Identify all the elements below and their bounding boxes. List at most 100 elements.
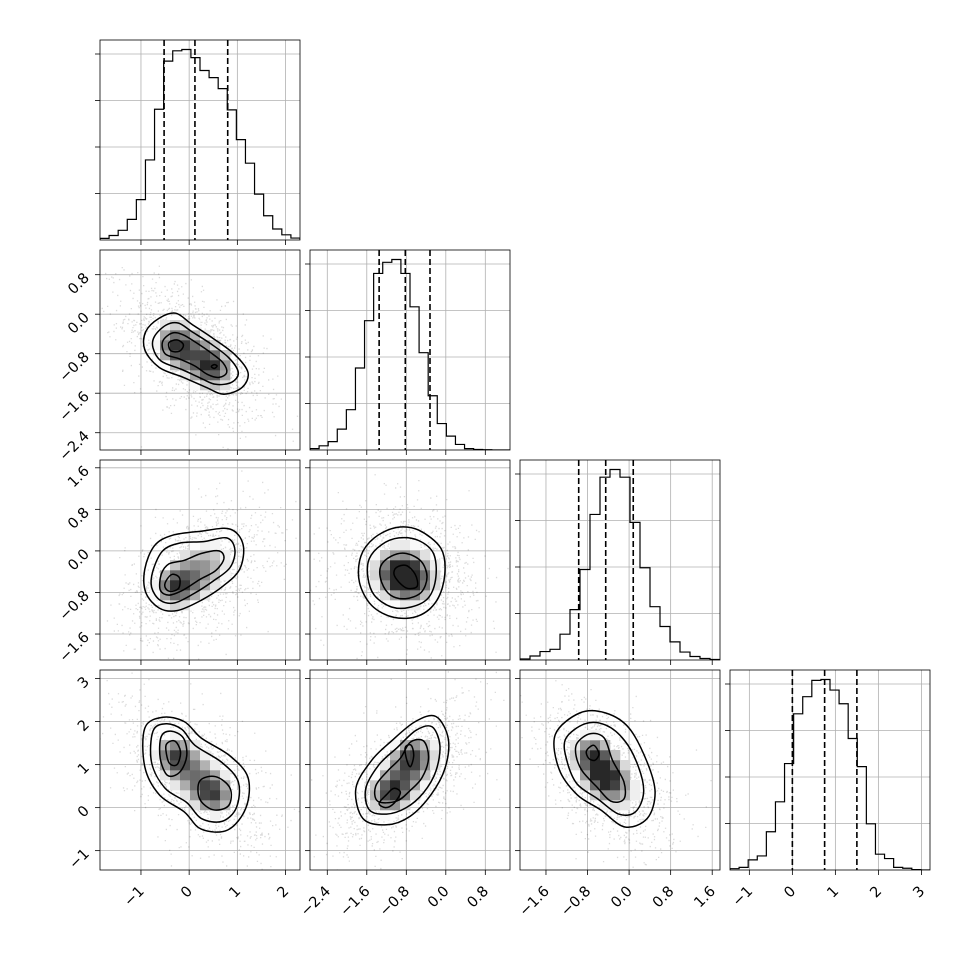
density-cell xyxy=(390,580,401,591)
density-cell xyxy=(210,550,221,561)
density-cell xyxy=(610,750,621,761)
density-cell xyxy=(190,320,201,331)
density-cell xyxy=(420,560,431,571)
y-tick-label: −2.4 xyxy=(57,428,93,464)
density-cell xyxy=(170,580,181,591)
density-cell xyxy=(200,760,211,771)
density-cell xyxy=(210,370,221,381)
y-tick-label: 2 xyxy=(75,717,93,735)
density-cell xyxy=(210,340,221,351)
density-cell xyxy=(610,790,621,801)
density-cell xyxy=(160,560,171,571)
density-cell xyxy=(570,760,581,771)
density-cell xyxy=(390,600,401,611)
density-cell xyxy=(410,540,421,551)
y-tick-label: −1 xyxy=(66,846,92,872)
density-cell xyxy=(200,770,211,781)
density-cell xyxy=(400,800,411,811)
density-cell xyxy=(400,570,411,581)
contour-line xyxy=(373,738,430,804)
density-cell xyxy=(190,790,201,801)
histogram-panel-1 xyxy=(305,249,511,455)
x-tick-label: 1.6 xyxy=(691,884,719,912)
density-cell xyxy=(160,760,171,771)
scatter-panel-3-2: −1.6 −0.8 0.0 0.8 1.6 xyxy=(515,669,721,920)
density-cell xyxy=(190,330,201,341)
density-cell xyxy=(160,740,171,751)
panel-frame xyxy=(99,39,301,241)
grid-horizontal xyxy=(310,263,510,404)
density-cell xyxy=(180,350,191,361)
density-cell xyxy=(390,540,401,551)
y-tick-label: 0.8 xyxy=(65,270,93,298)
density-cell xyxy=(160,570,171,581)
contour-line xyxy=(563,721,645,817)
contour-line xyxy=(167,339,185,353)
density-cell xyxy=(430,560,441,571)
grid-horizontal xyxy=(730,683,930,824)
scatter-panel-2-0: −1.6 −0.8 0.0 0.8 1.6 xyxy=(57,459,301,666)
density-cell xyxy=(610,780,621,791)
histogram-step xyxy=(100,48,300,240)
y-tick-label: 3 xyxy=(75,674,93,692)
x-tick-label: 0.8 xyxy=(650,884,678,912)
density-cell xyxy=(600,780,611,791)
density-cell xyxy=(390,740,401,751)
y-tick-label: 0 xyxy=(75,803,93,821)
density-cell xyxy=(370,800,381,811)
grid-horizontal xyxy=(520,473,720,614)
x-tick-label: −2.4 xyxy=(298,884,334,920)
panel-frame xyxy=(99,459,301,661)
density-cell xyxy=(170,780,181,791)
density-cell xyxy=(410,580,421,591)
density-cell xyxy=(210,810,221,821)
scatter-panel-2-1 xyxy=(305,459,511,665)
density-cell xyxy=(380,800,391,811)
grid-horizontal xyxy=(100,274,300,434)
sample-points xyxy=(106,470,297,660)
density-cell xyxy=(220,570,231,581)
density-cell xyxy=(370,770,381,781)
grid xyxy=(545,460,713,660)
density-cell xyxy=(200,790,211,801)
density-cell xyxy=(590,750,601,761)
density-cell xyxy=(410,560,421,571)
y-tick-label: −1.6 xyxy=(57,630,93,666)
density-cell xyxy=(200,580,211,591)
histogram-step xyxy=(310,258,510,450)
density-cell xyxy=(170,730,181,741)
density-cell xyxy=(190,770,201,781)
density-cell xyxy=(190,380,201,391)
density-cell xyxy=(220,780,231,791)
y-tick-label: 1.6 xyxy=(65,463,93,491)
contour-line xyxy=(378,787,402,809)
panel-content xyxy=(106,470,297,660)
density-cell xyxy=(210,540,221,551)
density-cell xyxy=(570,740,581,751)
density-cell xyxy=(630,790,641,801)
x-tick-label: 0 xyxy=(781,884,799,902)
density-cell xyxy=(190,760,201,771)
density-cell xyxy=(180,340,191,351)
density-cell xyxy=(170,750,181,761)
density-cell xyxy=(180,580,191,591)
density-cell xyxy=(160,350,171,361)
density-cell xyxy=(150,340,161,351)
grid xyxy=(326,250,486,450)
contour-line xyxy=(210,363,218,370)
density-cell xyxy=(370,560,381,571)
density-cell xyxy=(190,780,201,791)
density-cell xyxy=(420,770,431,781)
density-cell xyxy=(400,580,411,591)
density-cell xyxy=(180,760,191,771)
density-cell xyxy=(220,560,231,571)
density-cell xyxy=(150,750,161,761)
panel-frame xyxy=(309,249,511,451)
density-cell xyxy=(380,560,391,571)
density-cell xyxy=(150,580,161,591)
density-cell xyxy=(200,370,211,381)
density-cell xyxy=(390,760,401,771)
x-tick-label: 1 xyxy=(226,884,244,902)
density-cell xyxy=(400,550,411,561)
density-cell xyxy=(160,600,171,611)
